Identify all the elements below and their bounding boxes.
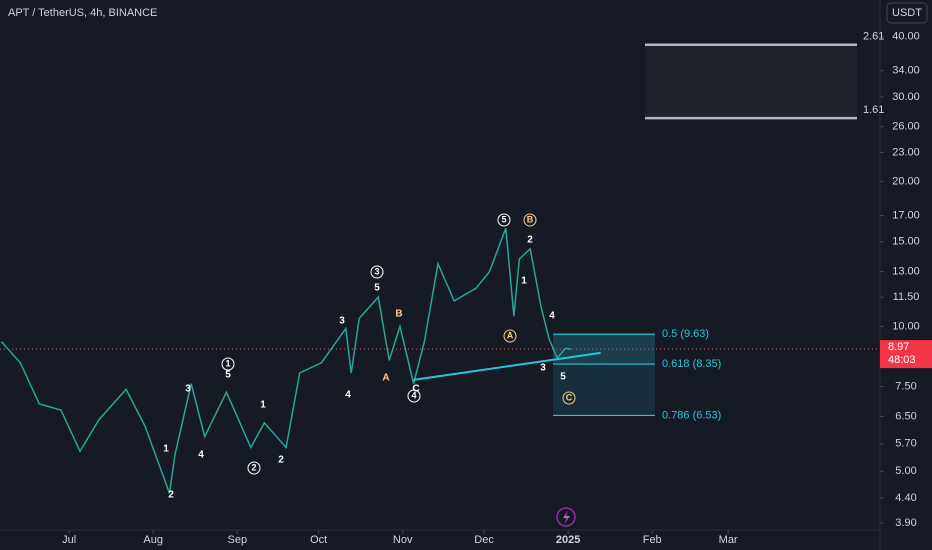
wave-label: 5 bbox=[225, 370, 231, 381]
fib-label: 0.786 (6.53) bbox=[662, 409, 721, 421]
wave-label: 4 bbox=[411, 390, 416, 400]
countdown: 48:03 bbox=[888, 354, 916, 366]
wave-label: 3 bbox=[374, 266, 379, 276]
wave-circle bbox=[562, 391, 576, 405]
currency-label[interactable]: USDT bbox=[892, 7, 922, 19]
y-tick-label: 34.00 bbox=[892, 65, 920, 77]
wave-label: 4 bbox=[549, 311, 555, 322]
wave-label: 4 bbox=[345, 390, 351, 401]
y-tick-label: 3.90 bbox=[895, 517, 916, 529]
wave-label: 4 bbox=[198, 450, 204, 461]
wave-label: 1 bbox=[260, 400, 266, 411]
wave-label: 5 bbox=[560, 372, 566, 383]
wave-circle bbox=[497, 213, 511, 227]
wave-label: 1 bbox=[163, 444, 169, 455]
wave-label: B bbox=[527, 214, 534, 224]
fib-label: 0.618 (8.35) bbox=[662, 358, 721, 370]
y-tick-label: 13.00 bbox=[892, 265, 920, 277]
wave-label: 5 bbox=[374, 283, 380, 294]
currency-button[interactable] bbox=[886, 2, 928, 24]
event-bolt bbox=[563, 511, 570, 524]
fib-label: 0.5 (9.63) bbox=[662, 328, 709, 340]
wave-label: 2 bbox=[527, 235, 533, 246]
y-tick-label: 15.00 bbox=[892, 236, 920, 248]
x-tick-label: Mar bbox=[719, 534, 738, 546]
last-price-label: 8.97 bbox=[888, 341, 909, 353]
wave-label: A bbox=[382, 373, 389, 384]
y-tick-label: 7.50 bbox=[895, 380, 916, 392]
wave-label: 3 bbox=[540, 363, 546, 374]
last-price-box bbox=[880, 340, 932, 369]
wave-label: 3 bbox=[185, 384, 191, 395]
y-tick-label: 4.40 bbox=[895, 492, 916, 504]
wave-circle bbox=[221, 357, 235, 371]
x-tick-label: Feb bbox=[643, 534, 662, 546]
event-icon[interactable] bbox=[556, 507, 576, 527]
target-box bbox=[645, 44, 857, 119]
y-tick-label: 5.00 bbox=[895, 465, 916, 477]
wave-label: C bbox=[566, 392, 573, 402]
wave-label: 2 bbox=[168, 490, 174, 501]
wave-label: 2 bbox=[278, 455, 284, 466]
y-tick-label: 17.00 bbox=[892, 209, 920, 221]
wave-circle bbox=[370, 265, 384, 279]
wave-label: A bbox=[507, 330, 514, 340]
wave-label: C bbox=[412, 384, 419, 395]
wave-label: 5 bbox=[501, 214, 506, 224]
price-line bbox=[0, 227, 571, 494]
wave-label: B bbox=[395, 309, 402, 320]
x-tick-label: Aug bbox=[143, 534, 163, 546]
x-tick-label: 2025 bbox=[556, 534, 580, 546]
target-label: 2.61 bbox=[863, 31, 884, 43]
y-tick-label: 10.00 bbox=[892, 320, 920, 332]
y-tick-label: 26.00 bbox=[892, 121, 920, 133]
y-tick-label: 20.00 bbox=[892, 175, 920, 187]
trendline bbox=[413, 351, 601, 381]
y-tick-label: 40.00 bbox=[892, 31, 920, 43]
y-tick-label: 5.70 bbox=[895, 438, 916, 450]
y-tick-label: 30.00 bbox=[892, 91, 920, 103]
wave-circle bbox=[503, 329, 517, 343]
wave-label: 2 bbox=[251, 462, 256, 472]
target-label: 1.61 bbox=[863, 104, 884, 116]
fib-zone-lower bbox=[553, 364, 655, 416]
wave-circle bbox=[407, 389, 421, 403]
x-tick-label: Sep bbox=[227, 534, 247, 546]
x-tick-label: Nov bbox=[393, 534, 413, 546]
x-tick-label: Jul bbox=[62, 534, 76, 546]
chart-title: APT / TetherUS, 4h, BINANCE bbox=[8, 7, 157, 19]
x-tick-label: Dec bbox=[474, 534, 494, 546]
wave-label: 1 bbox=[521, 276, 527, 287]
y-tick-label: 23.00 bbox=[892, 146, 920, 158]
wave-label: 1 bbox=[225, 358, 230, 368]
y-tick-label: 6.50 bbox=[895, 410, 916, 422]
wave-circle bbox=[523, 213, 537, 227]
wave-label: 3 bbox=[339, 316, 345, 327]
x-tick-label: Oct bbox=[310, 534, 327, 546]
wave-circle bbox=[247, 461, 261, 475]
y-tick-label: 11.50 bbox=[893, 291, 920, 303]
